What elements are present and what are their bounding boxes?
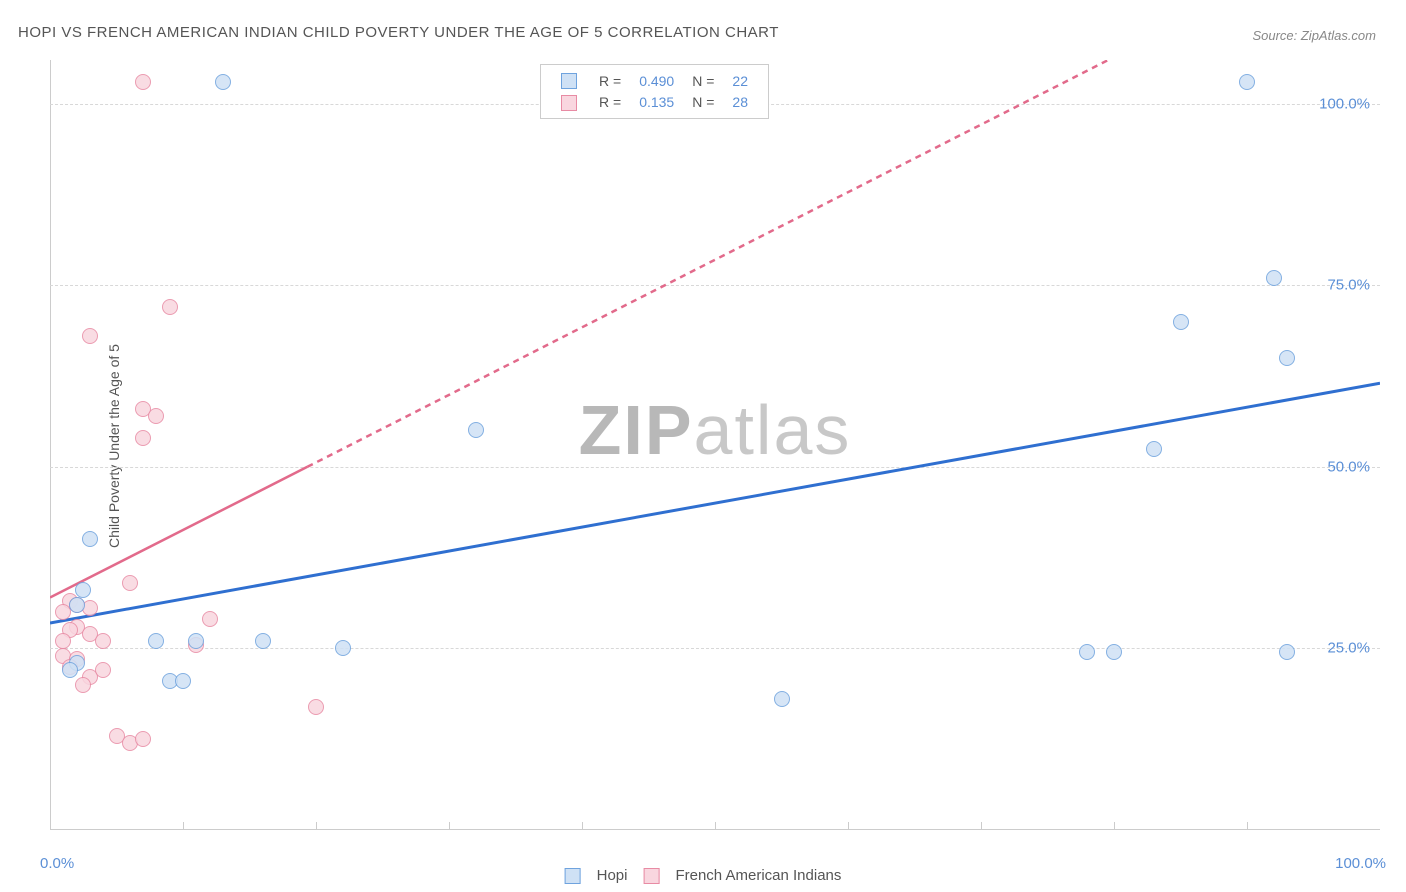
legend-r-value: 0.490 <box>631 71 682 90</box>
watermark: ZIPatlas <box>579 390 852 470</box>
regression-line <box>50 383 1380 623</box>
watermark-rest: atlas <box>694 391 852 469</box>
legend-swatch <box>565 868 581 884</box>
legend-n-label: N = <box>684 92 722 111</box>
x-tick-label-min: 0.0% <box>40 855 74 872</box>
data-point <box>95 633 111 649</box>
legend-row: R =0.135N =28 <box>553 92 756 111</box>
data-point <box>308 699 324 715</box>
y-tick-label: 50.0% <box>1327 458 1370 475</box>
data-point <box>188 633 204 649</box>
x-tick <box>449 822 450 830</box>
data-point <box>75 677 91 693</box>
data-point <box>135 74 151 90</box>
gridline <box>50 285 1380 286</box>
source-name: ZipAtlas.com <box>1301 28 1376 43</box>
x-tick <box>316 822 317 830</box>
data-point <box>335 640 351 656</box>
y-tick-label: 100.0% <box>1319 95 1370 112</box>
data-point <box>82 328 98 344</box>
legend-n-label: N = <box>684 71 722 90</box>
x-tick <box>848 822 849 830</box>
legend-swatch <box>561 95 577 111</box>
data-point <box>1279 644 1295 660</box>
gridline <box>50 467 1380 468</box>
series-legend: Hopi French American Indians <box>557 867 850 884</box>
x-tick-label-max: 100.0% <box>1335 855 1386 872</box>
x-tick <box>981 822 982 830</box>
watermark-bold: ZIP <box>579 391 694 469</box>
legend-r-value: 0.135 <box>631 92 682 111</box>
data-point <box>135 731 151 747</box>
data-point <box>148 408 164 424</box>
legend-swatch <box>561 73 577 89</box>
x-tick <box>183 822 184 830</box>
data-point <box>82 531 98 547</box>
regression-lines <box>50 60 1380 830</box>
data-point <box>202 611 218 627</box>
legend-swatch <box>643 868 659 884</box>
data-point <box>148 633 164 649</box>
data-point <box>774 691 790 707</box>
y-tick-label: 25.0% <box>1327 640 1370 657</box>
x-tick <box>715 822 716 830</box>
legend-series-name: French American Indians <box>675 867 841 884</box>
data-point <box>122 575 138 591</box>
x-tick <box>1114 822 1115 830</box>
data-point <box>215 74 231 90</box>
data-point <box>95 662 111 678</box>
chart-area: 25.0% 50.0% 75.0% 100.0% ZIPatlas R =0.490N… <box>50 60 1380 830</box>
data-point <box>255 633 271 649</box>
chart-title: HOPI VS FRENCH AMERICAN INDIAN CHILD POV… <box>18 24 779 41</box>
data-point <box>162 299 178 315</box>
gridline <box>50 648 1380 649</box>
correlation-legend: R =0.490N =22R =0.135N =28 <box>540 64 769 119</box>
legend-series-name: Hopi <box>597 867 628 884</box>
regression-line-dashed <box>307 60 1108 467</box>
data-point <box>468 422 484 438</box>
data-point <box>1279 350 1295 366</box>
legend-n-value: 28 <box>724 92 756 111</box>
source-prefix: Source: <box>1252 28 1300 43</box>
data-point <box>1239 74 1255 90</box>
data-point <box>1173 314 1189 330</box>
legend-row: R =0.490N =22 <box>553 71 756 90</box>
x-tick <box>1247 822 1248 830</box>
y-tick-label: 75.0% <box>1327 277 1370 294</box>
source-label: Source: ZipAtlas.com <box>1252 28 1376 43</box>
data-point <box>69 597 85 613</box>
x-tick <box>582 822 583 830</box>
data-point <box>175 673 191 689</box>
legend-r-label: R = <box>591 92 629 111</box>
y-axis-line <box>50 60 51 830</box>
data-point <box>1106 644 1122 660</box>
data-point <box>1146 441 1162 457</box>
data-point <box>62 662 78 678</box>
legend-n-value: 22 <box>724 71 756 90</box>
legend-swatch-cell <box>553 92 589 111</box>
data-point <box>1266 270 1282 286</box>
data-point <box>135 430 151 446</box>
legend-swatch-cell <box>553 71 589 90</box>
data-point <box>1079 644 1095 660</box>
correlation-legend-table: R =0.490N =22R =0.135N =28 <box>551 69 758 114</box>
legend-r-label: R = <box>591 71 629 90</box>
